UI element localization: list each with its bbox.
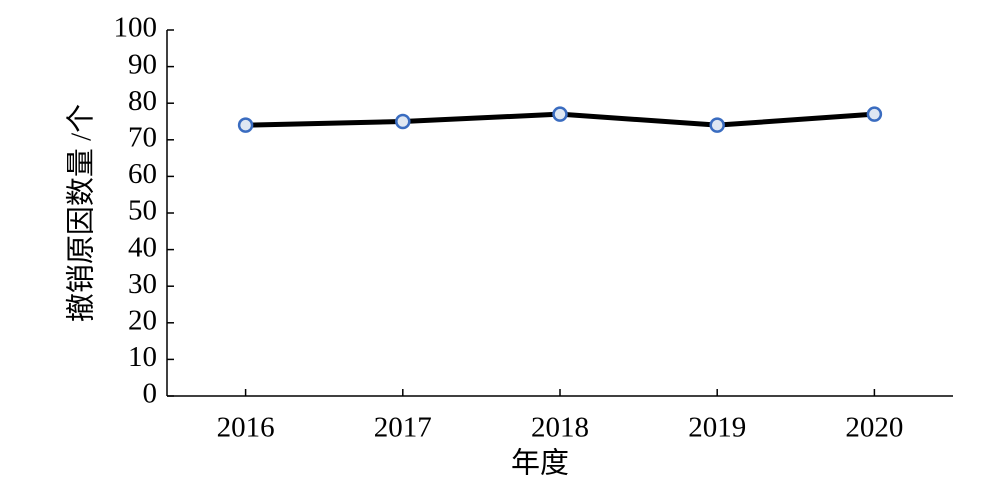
y-tick-label: 10 bbox=[128, 341, 157, 373]
x-tick-label: 2019 bbox=[688, 412, 746, 444]
y-tick-label: 90 bbox=[128, 48, 157, 80]
y-tick-label: 40 bbox=[128, 231, 157, 263]
y-tick-label: 20 bbox=[128, 304, 157, 336]
marker bbox=[237, 117, 254, 133]
y-tick-label: 100 bbox=[114, 12, 158, 44]
y-tick-label: 30 bbox=[128, 268, 157, 300]
x-tick-label: 2017 bbox=[374, 412, 432, 444]
y-tick-label: 80 bbox=[128, 85, 157, 117]
y-tick-label: 60 bbox=[128, 158, 157, 190]
x-tick-label: 2018 bbox=[531, 412, 589, 444]
y-tick-label: 50 bbox=[128, 195, 157, 227]
marker bbox=[395, 113, 411, 130]
x-axis-label: 年度 bbox=[511, 447, 569, 480]
marker bbox=[552, 106, 568, 122]
marker bbox=[709, 117, 725, 133]
x-tick-label: 2020 bbox=[845, 412, 903, 444]
y-tick-label: 0 bbox=[143, 378, 158, 410]
x-tick-label: 2016 bbox=[217, 412, 275, 444]
marker bbox=[866, 106, 883, 122]
y-tick-label: 70 bbox=[128, 121, 157, 153]
y-axis-label: 撤销原因数量 /个 bbox=[65, 104, 98, 322]
